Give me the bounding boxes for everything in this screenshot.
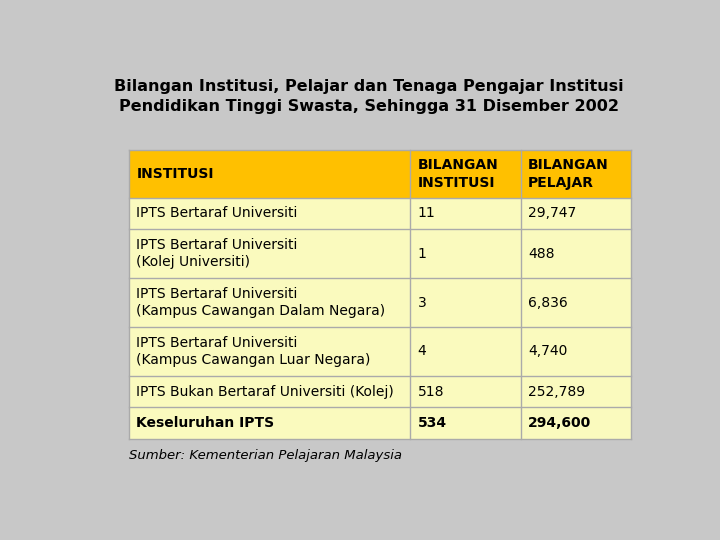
Text: 11: 11: [418, 206, 436, 220]
Text: IPTS Bertaraf Universiti: IPTS Bertaraf Universiti: [136, 206, 297, 220]
Text: 294,600: 294,600: [528, 416, 591, 430]
Bar: [129, 327, 631, 376]
Text: IPTS Bertaraf Universiti
(Kolej Universiti): IPTS Bertaraf Universiti (Kolej Universi…: [136, 238, 297, 269]
Text: Sumber: Kementerian Pelajaran Malaysia: Sumber: Kementerian Pelajaran Malaysia: [129, 449, 402, 462]
Text: BILANGAN
PELAJAR: BILANGAN PELAJAR: [528, 158, 609, 190]
Text: 488: 488: [528, 247, 554, 261]
Bar: [129, 198, 631, 230]
Text: 534: 534: [418, 416, 446, 430]
Bar: [129, 408, 631, 439]
Text: 4,740: 4,740: [528, 345, 567, 359]
Text: 252,789: 252,789: [528, 384, 585, 399]
Bar: [129, 376, 631, 408]
Text: 518: 518: [418, 384, 444, 399]
Text: BILANGAN
INSTITUSI: BILANGAN INSTITUSI: [418, 158, 498, 190]
Bar: [129, 278, 631, 327]
Text: Keseluruhan IPTS: Keseluruhan IPTS: [136, 416, 274, 430]
Text: IPTS Bukan Bertaraf Universiti (Kolej): IPTS Bukan Bertaraf Universiti (Kolej): [136, 384, 394, 399]
Bar: [129, 150, 631, 198]
Text: 29,747: 29,747: [528, 206, 576, 220]
Text: INSTITUSI: INSTITUSI: [136, 167, 214, 181]
Text: IPTS Bertaraf Universiti
(Kampus Cawangan Dalam Negara): IPTS Bertaraf Universiti (Kampus Cawanga…: [136, 287, 385, 318]
Text: IPTS Bertaraf Universiti
(Kampus Cawangan Luar Negara): IPTS Bertaraf Universiti (Kampus Cawanga…: [136, 336, 371, 367]
Text: 4: 4: [418, 345, 426, 359]
Text: Bilangan Institusi, Pelajar dan Tenaga Pengajar Institusi
Pendidikan Tinggi Swas: Bilangan Institusi, Pelajar dan Tenaga P…: [114, 79, 624, 114]
Bar: [129, 230, 631, 278]
Text: 3: 3: [418, 295, 426, 309]
Text: 1: 1: [418, 247, 426, 261]
Text: 6,836: 6,836: [528, 295, 568, 309]
